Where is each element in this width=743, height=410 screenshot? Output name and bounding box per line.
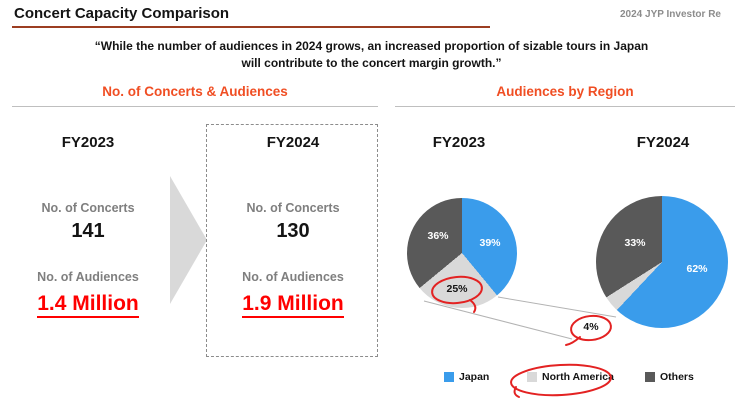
slice-connector-line-top <box>497 296 617 318</box>
fy2024-highlight-box <box>206 124 378 357</box>
red-circle-north-america-tail <box>513 386 520 398</box>
quote-block: “While the number of audiences in 2024 g… <box>0 38 743 72</box>
pie-fy2023-north-america-label: 25% <box>446 283 468 295</box>
arrow-right-icon <box>170 176 207 304</box>
legend-item-others: Others <box>645 371 694 383</box>
quote-line-2: will contribute to the concert margin gr… <box>241 56 502 70</box>
title-underline <box>12 26 490 28</box>
red-circle-4-tail <box>565 336 581 346</box>
legend-label-japan: Japan <box>459 371 490 383</box>
fy2023-audiences-label: No. of Audiences <box>37 270 139 284</box>
fy2024-audiences-label: No. of Audiences <box>242 270 344 284</box>
fy2023-audiences-value: 1.4 Million <box>13 292 163 318</box>
source-label: 2024 JYP Investor Re <box>620 9 721 20</box>
pie-fy2023-title: FY2023 <box>432 134 486 151</box>
slice-connector-line-bottom <box>423 300 573 340</box>
legend-swatch-japan <box>444 372 454 382</box>
fy2023-column-title: FY2023 <box>61 134 115 151</box>
pie-fy2023-japan-label: 39% <box>479 237 501 249</box>
legend-swatch-others <box>645 372 655 382</box>
fy2024-audiences-value: 1.9 Million <box>218 292 368 318</box>
pie-fy2023-others-label: 36% <box>427 230 449 242</box>
legend-label-north-america: North America <box>542 371 614 383</box>
legend-label-others: Others <box>660 371 694 383</box>
pie-chart-fy2024 <box>596 196 728 328</box>
pie-fy2024-title: FY2024 <box>636 134 690 151</box>
section-header-concerts: No. of Concerts & Audiences <box>12 84 378 107</box>
pie-fy2024-japan-label: 62% <box>686 263 708 275</box>
pie-fy2024-others-label: 33% <box>624 237 646 249</box>
page-title: Concert Capacity Comparison <box>14 5 230 22</box>
fy2024-column-title: FY2024 <box>266 134 320 151</box>
fy2024-concerts-label: No. of Concerts <box>246 201 340 215</box>
section-header-regions: Audiences by Region <box>395 84 735 107</box>
fy2023-concerts-label: No. of Concerts <box>41 201 135 215</box>
pie-fy2024-north-america-label: 4% <box>583 321 599 333</box>
legend-item-north-america: North America <box>527 371 614 383</box>
quote-line-1: “While the number of audiences in 2024 g… <box>94 39 649 53</box>
legend-item-japan: Japan <box>444 371 489 383</box>
legend-swatch-north-america <box>527 372 537 382</box>
fy2024-concerts-value: 130 <box>276 220 310 242</box>
fy2023-concerts-value: 141 <box>71 220 105 242</box>
